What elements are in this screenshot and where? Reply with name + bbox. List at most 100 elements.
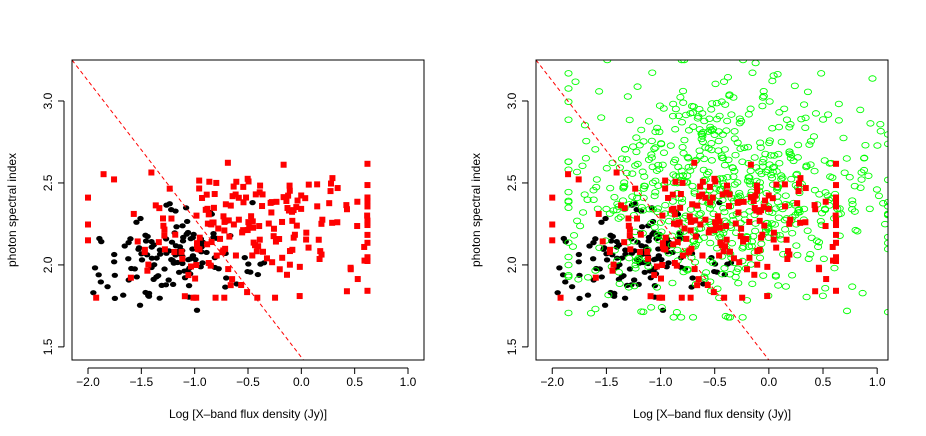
- red-square-point: [762, 197, 769, 204]
- green-circle-point: [610, 193, 619, 201]
- red-square-point: [303, 229, 310, 236]
- green-circle-point: [876, 121, 885, 128]
- green-circle-point: [680, 136, 689, 144]
- green-circle-point: [883, 211, 888, 219]
- red-square-point: [716, 252, 723, 259]
- x-tick-label: 0.5: [346, 375, 363, 389]
- green-circle-point: [591, 146, 600, 153]
- green-circle-point: [614, 215, 623, 222]
- red-square-point: [662, 177, 669, 184]
- green-circle-point: [883, 233, 888, 241]
- green-circle-point: [706, 239, 715, 247]
- green-circle-point: [797, 115, 806, 123]
- green-circle-point: [714, 128, 723, 135]
- red-square-point: [659, 262, 666, 269]
- green-circle-point: [730, 128, 739, 135]
- black-dot-point: [601, 302, 609, 308]
- green-circle-point: [850, 208, 859, 215]
- green-circle-point: [788, 229, 797, 237]
- green-circle-point: [773, 70, 782, 78]
- x-tick-label: −1.5: [595, 375, 619, 389]
- green-circle-point: [697, 130, 706, 137]
- red-square-point: [276, 236, 283, 243]
- red-square-point: [761, 222, 768, 229]
- red-square-point: [361, 257, 368, 264]
- black-dot-point: [183, 218, 191, 225]
- green-circle-point: [769, 72, 778, 79]
- green-circle-point: [696, 210, 705, 217]
- red-square-point: [240, 199, 247, 206]
- green-circle-point: [707, 157, 716, 164]
- red-square-point: [606, 248, 613, 255]
- green-circle-point: [857, 169, 866, 176]
- black-dot-point: [193, 307, 201, 313]
- red-square-point: [283, 271, 290, 278]
- red-square-point: [161, 246, 168, 253]
- green-circle-point: [819, 116, 828, 123]
- green-circle-point: [876, 127, 885, 135]
- red-square-point: [651, 272, 658, 279]
- green-circle-point: [621, 145, 630, 153]
- green-circle-point: [879, 200, 888, 207]
- red-square-point: [686, 213, 693, 220]
- green-circle-point: [630, 282, 639, 290]
- red-square-point: [706, 183, 713, 190]
- black-dot-point: [711, 268, 718, 275]
- green-circle-point: [777, 175, 786, 183]
- green-circle-point: [578, 162, 587, 170]
- green-circle-point: [750, 154, 759, 161]
- y-tick-label: 1.5: [41, 338, 55, 355]
- red-square-point: [621, 239, 628, 246]
- green-circle-point: [678, 143, 687, 151]
- red-square-point: [293, 204, 300, 211]
- green-circle-point: [625, 254, 634, 262]
- green-circle-point: [729, 173, 738, 181]
- green-circle-point: [856, 184, 865, 192]
- red-square-point: [811, 202, 818, 209]
- green-circle-point: [632, 148, 641, 156]
- red-square-point: [329, 219, 336, 226]
- black-dot-point: [179, 223, 186, 229]
- red-square-point: [364, 203, 371, 210]
- red-square-point: [726, 191, 733, 198]
- green-circle-point: [820, 157, 829, 164]
- red-square-point: [765, 205, 772, 212]
- green-circle-point: [883, 198, 888, 206]
- black-dot-point: [249, 200, 256, 206]
- red-square-point: [636, 248, 643, 255]
- green-circle-point: [593, 205, 602, 213]
- red-square-point: [272, 238, 279, 245]
- red-square-point: [697, 221, 704, 228]
- black-dot-point: [97, 279, 105, 285]
- red-square-point: [364, 212, 371, 219]
- x-tick-label: 0.0: [761, 375, 778, 389]
- green-circle-point: [800, 205, 809, 213]
- black-dot-point: [652, 256, 660, 262]
- black-dot-point: [189, 235, 196, 241]
- green-circle-point: [639, 308, 648, 316]
- reference-dashed-line: [72, 60, 304, 360]
- green-circle-point: [748, 280, 757, 288]
- green-circle-point: [785, 124, 794, 131]
- black-dot-point: [620, 273, 627, 279]
- black-dot-point: [111, 272, 119, 278]
- red-square-point: [289, 217, 296, 224]
- green-circle-point: [639, 194, 648, 202]
- green-circle-point: [801, 114, 810, 122]
- green-circle-point: [661, 201, 670, 209]
- green-circle-point: [814, 243, 823, 251]
- red-square-point: [280, 161, 287, 168]
- red-square-point: [710, 289, 717, 296]
- black-dot-point: [150, 242, 158, 248]
- green-circle-point: [671, 126, 680, 133]
- plot-area: [72, 60, 371, 360]
- red-square-point: [692, 217, 699, 224]
- green-circle-point: [715, 112, 724, 120]
- black-dot-point: [651, 283, 659, 289]
- red-square-point: [662, 185, 669, 192]
- red-square-point: [144, 267, 151, 274]
- red-square-point: [196, 177, 203, 184]
- red-square-point: [653, 263, 660, 270]
- green-circle-point: [657, 140, 666, 147]
